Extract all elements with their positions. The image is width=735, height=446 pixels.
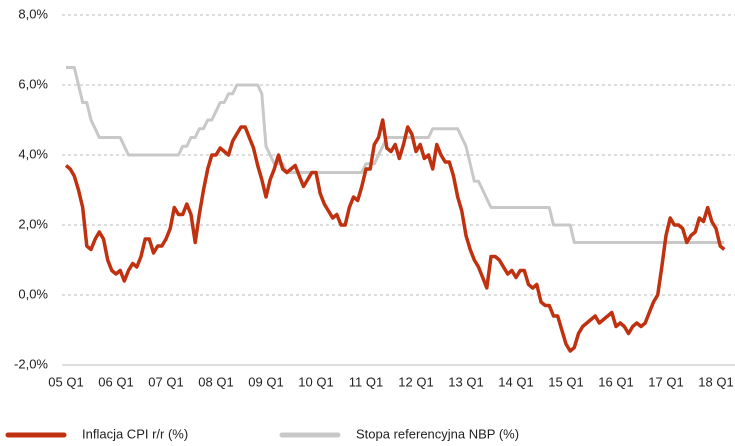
x-tick-label: 12 Q1 xyxy=(398,374,433,389)
data-line xyxy=(64,118,726,353)
x-tick-label: 13 Q1 xyxy=(448,374,483,389)
y-tick-label: 2,0% xyxy=(18,216,48,231)
x-tick-label: 09 Q1 xyxy=(248,374,283,389)
x-tick-label: 05 Q1 xyxy=(48,374,83,389)
x-tick-label: 06 Q1 xyxy=(98,374,133,389)
x-tick-label: 08 Q1 xyxy=(198,374,233,389)
y-tick-label: 0,0% xyxy=(18,286,48,301)
x-tick-label: 18 Q1 xyxy=(698,374,733,389)
x-tick-label: 14 Q1 xyxy=(498,374,533,389)
legend-label: Inflacja CPI r/r (%) xyxy=(82,426,188,441)
legend-label: Stopa referencyjna NBP (%) xyxy=(356,426,519,441)
x-tick-label: 07 Q1 xyxy=(148,374,183,389)
x-tick-label: 10 Q1 xyxy=(298,374,333,389)
data-line xyxy=(66,66,725,244)
x-tick-label: 16 Q1 xyxy=(598,374,633,389)
y-tick-label: 8,0% xyxy=(18,6,48,21)
y-tick-label: 6,0% xyxy=(18,76,48,91)
x-tick-label: 11 Q1 xyxy=(349,374,383,389)
x-tick-label: 17 Q1 xyxy=(648,374,683,389)
y-tick-label: -2,0% xyxy=(14,356,48,371)
y-tick-label: 4,0% xyxy=(18,146,48,161)
x-tick-label: 15 Q1 xyxy=(548,374,583,389)
